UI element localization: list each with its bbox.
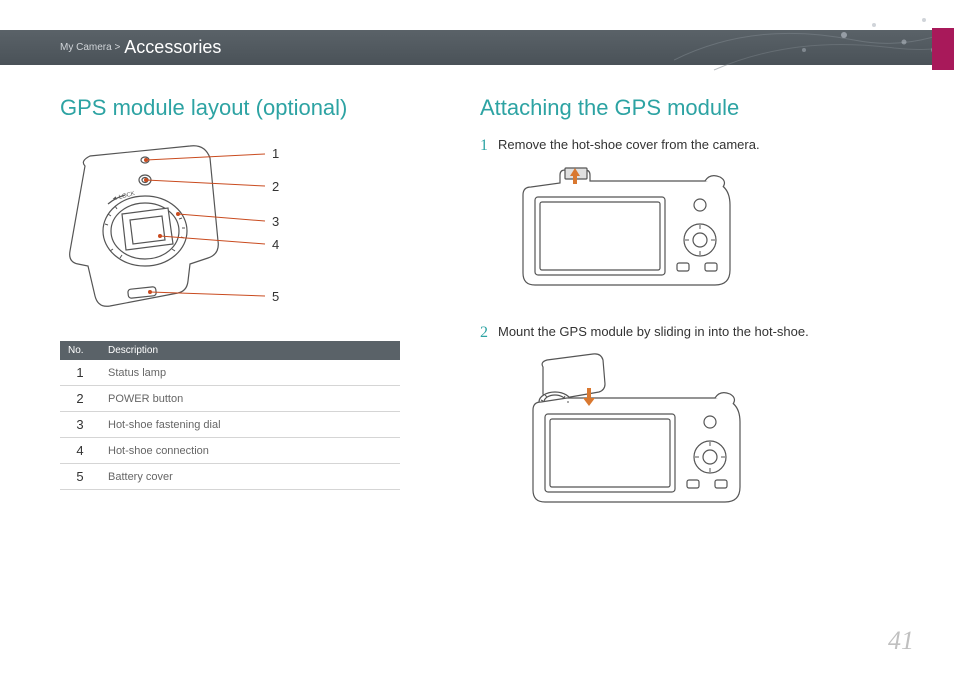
callout-1: 1 — [272, 146, 279, 161]
table-row: 5Battery cover — [60, 464, 400, 490]
callout-3: 3 — [272, 214, 279, 229]
th-desc: Description — [100, 341, 400, 360]
table-row: 1Status lamp — [60, 360, 400, 386]
callout-2: 2 — [272, 179, 279, 194]
callout-4: 4 — [272, 237, 279, 252]
camera-illustration-2 — [505, 352, 755, 517]
step-2: 2 Mount the GPS module by sliding in int… — [480, 323, 894, 342]
page-number: 41 — [888, 626, 914, 656]
left-section-title: GPS module layout (optional) — [60, 95, 450, 121]
camera-illustration-1 — [505, 165, 745, 300]
right-column: Attaching the GPS module 1 Remove the ho… — [480, 95, 894, 540]
table-row: 4Hot-shoe connection — [60, 438, 400, 464]
header-bar: My Camera > Accessories — [0, 30, 954, 65]
breadcrumb-prefix: My Camera > — [60, 42, 120, 53]
right-section-title: Attaching the GPS module — [480, 95, 894, 121]
step-text-2: Mount the GPS module by sliding in into … — [498, 323, 894, 341]
step-1: 1 Remove the hot-shoe cover from the cam… — [480, 136, 894, 155]
step-num-1: 1 — [480, 136, 488, 155]
content-area: GPS module layout (optional) — [60, 95, 894, 540]
breadcrumb-title: Accessories — [124, 37, 221, 58]
table-row: 2POWER button — [60, 386, 400, 412]
callout-5: 5 — [272, 289, 279, 304]
th-no: No. — [60, 341, 100, 360]
gps-module-diagram: ◄ LOCK 1 2 3 4 5 — [60, 136, 370, 326]
header-decoration — [674, 0, 954, 75]
step-text-1: Remove the hot-shoe cover from the camer… — [498, 136, 894, 154]
left-column: GPS module layout (optional) — [60, 95, 480, 540]
accent-bar — [932, 28, 954, 70]
parts-table: No. Description 1Status lamp 2POWER butt… — [60, 341, 400, 490]
gps-module-svg: ◄ LOCK — [60, 136, 370, 326]
step-num-2: 2 — [480, 323, 488, 342]
table-row: 3Hot-shoe fastening dial — [60, 412, 400, 438]
